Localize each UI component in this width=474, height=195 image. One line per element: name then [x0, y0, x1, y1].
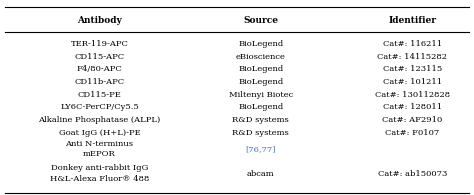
Text: Identifier: Identifier: [388, 16, 437, 25]
Text: Cat#: 14115282: Cat#: 14115282: [377, 52, 447, 61]
Text: TER-119-APC: TER-119-APC: [71, 40, 128, 48]
Text: Cat#: AF2910: Cat#: AF2910: [382, 116, 443, 124]
Text: CD115-APC: CD115-APC: [74, 52, 125, 61]
Text: Cat#: 130112828: Cat#: 130112828: [375, 90, 450, 99]
Text: Cat#: ab150073: Cat#: ab150073: [378, 169, 447, 178]
Text: CD115-PE: CD115-PE: [78, 90, 121, 99]
Text: R&D systems: R&D systems: [232, 116, 289, 124]
Text: abcam: abcam: [247, 169, 274, 178]
Text: BioLegend: BioLegend: [238, 65, 283, 73]
Text: Cat#: 128011: Cat#: 128011: [383, 103, 442, 111]
Text: Source: Source: [243, 16, 278, 25]
Text: Miltenyi Biotec: Miltenyi Biotec: [228, 90, 293, 99]
Text: eBioscience: eBioscience: [236, 52, 286, 61]
Text: Cat#: 101211: Cat#: 101211: [383, 78, 442, 86]
Text: BioLegend: BioLegend: [238, 78, 283, 86]
Text: BioLegend: BioLegend: [238, 103, 283, 111]
Text: Antibody: Antibody: [77, 16, 122, 25]
Text: Cat#: 123115: Cat#: 123115: [383, 65, 442, 73]
Text: BioLegend: BioLegend: [238, 40, 283, 48]
Text: Cat#: 116211: Cat#: 116211: [383, 40, 442, 48]
Text: [76,77]: [76,77]: [246, 145, 276, 153]
Text: F4/80-APC: F4/80-APC: [77, 65, 122, 73]
Text: Donkey anti-rabbit IgG
H&L-Alexa Fluor® 488: Donkey anti-rabbit IgG H&L-Alexa Fluor® …: [50, 164, 149, 183]
Text: R&D systems: R&D systems: [232, 129, 289, 137]
Text: CD11b-APC: CD11b-APC: [74, 78, 125, 86]
Text: Goat IgG (H+L)-PE: Goat IgG (H+L)-PE: [59, 129, 140, 137]
Text: Anti N-terminus
mEPOR: Anti N-terminus mEPOR: [65, 140, 134, 158]
Text: Alkaline Phosphatase (ALPL): Alkaline Phosphatase (ALPL): [38, 116, 161, 124]
Text: LY6C-PerCP/Cy5.5: LY6C-PerCP/Cy5.5: [60, 103, 139, 111]
Text: Cat#: F0107: Cat#: F0107: [385, 129, 439, 137]
